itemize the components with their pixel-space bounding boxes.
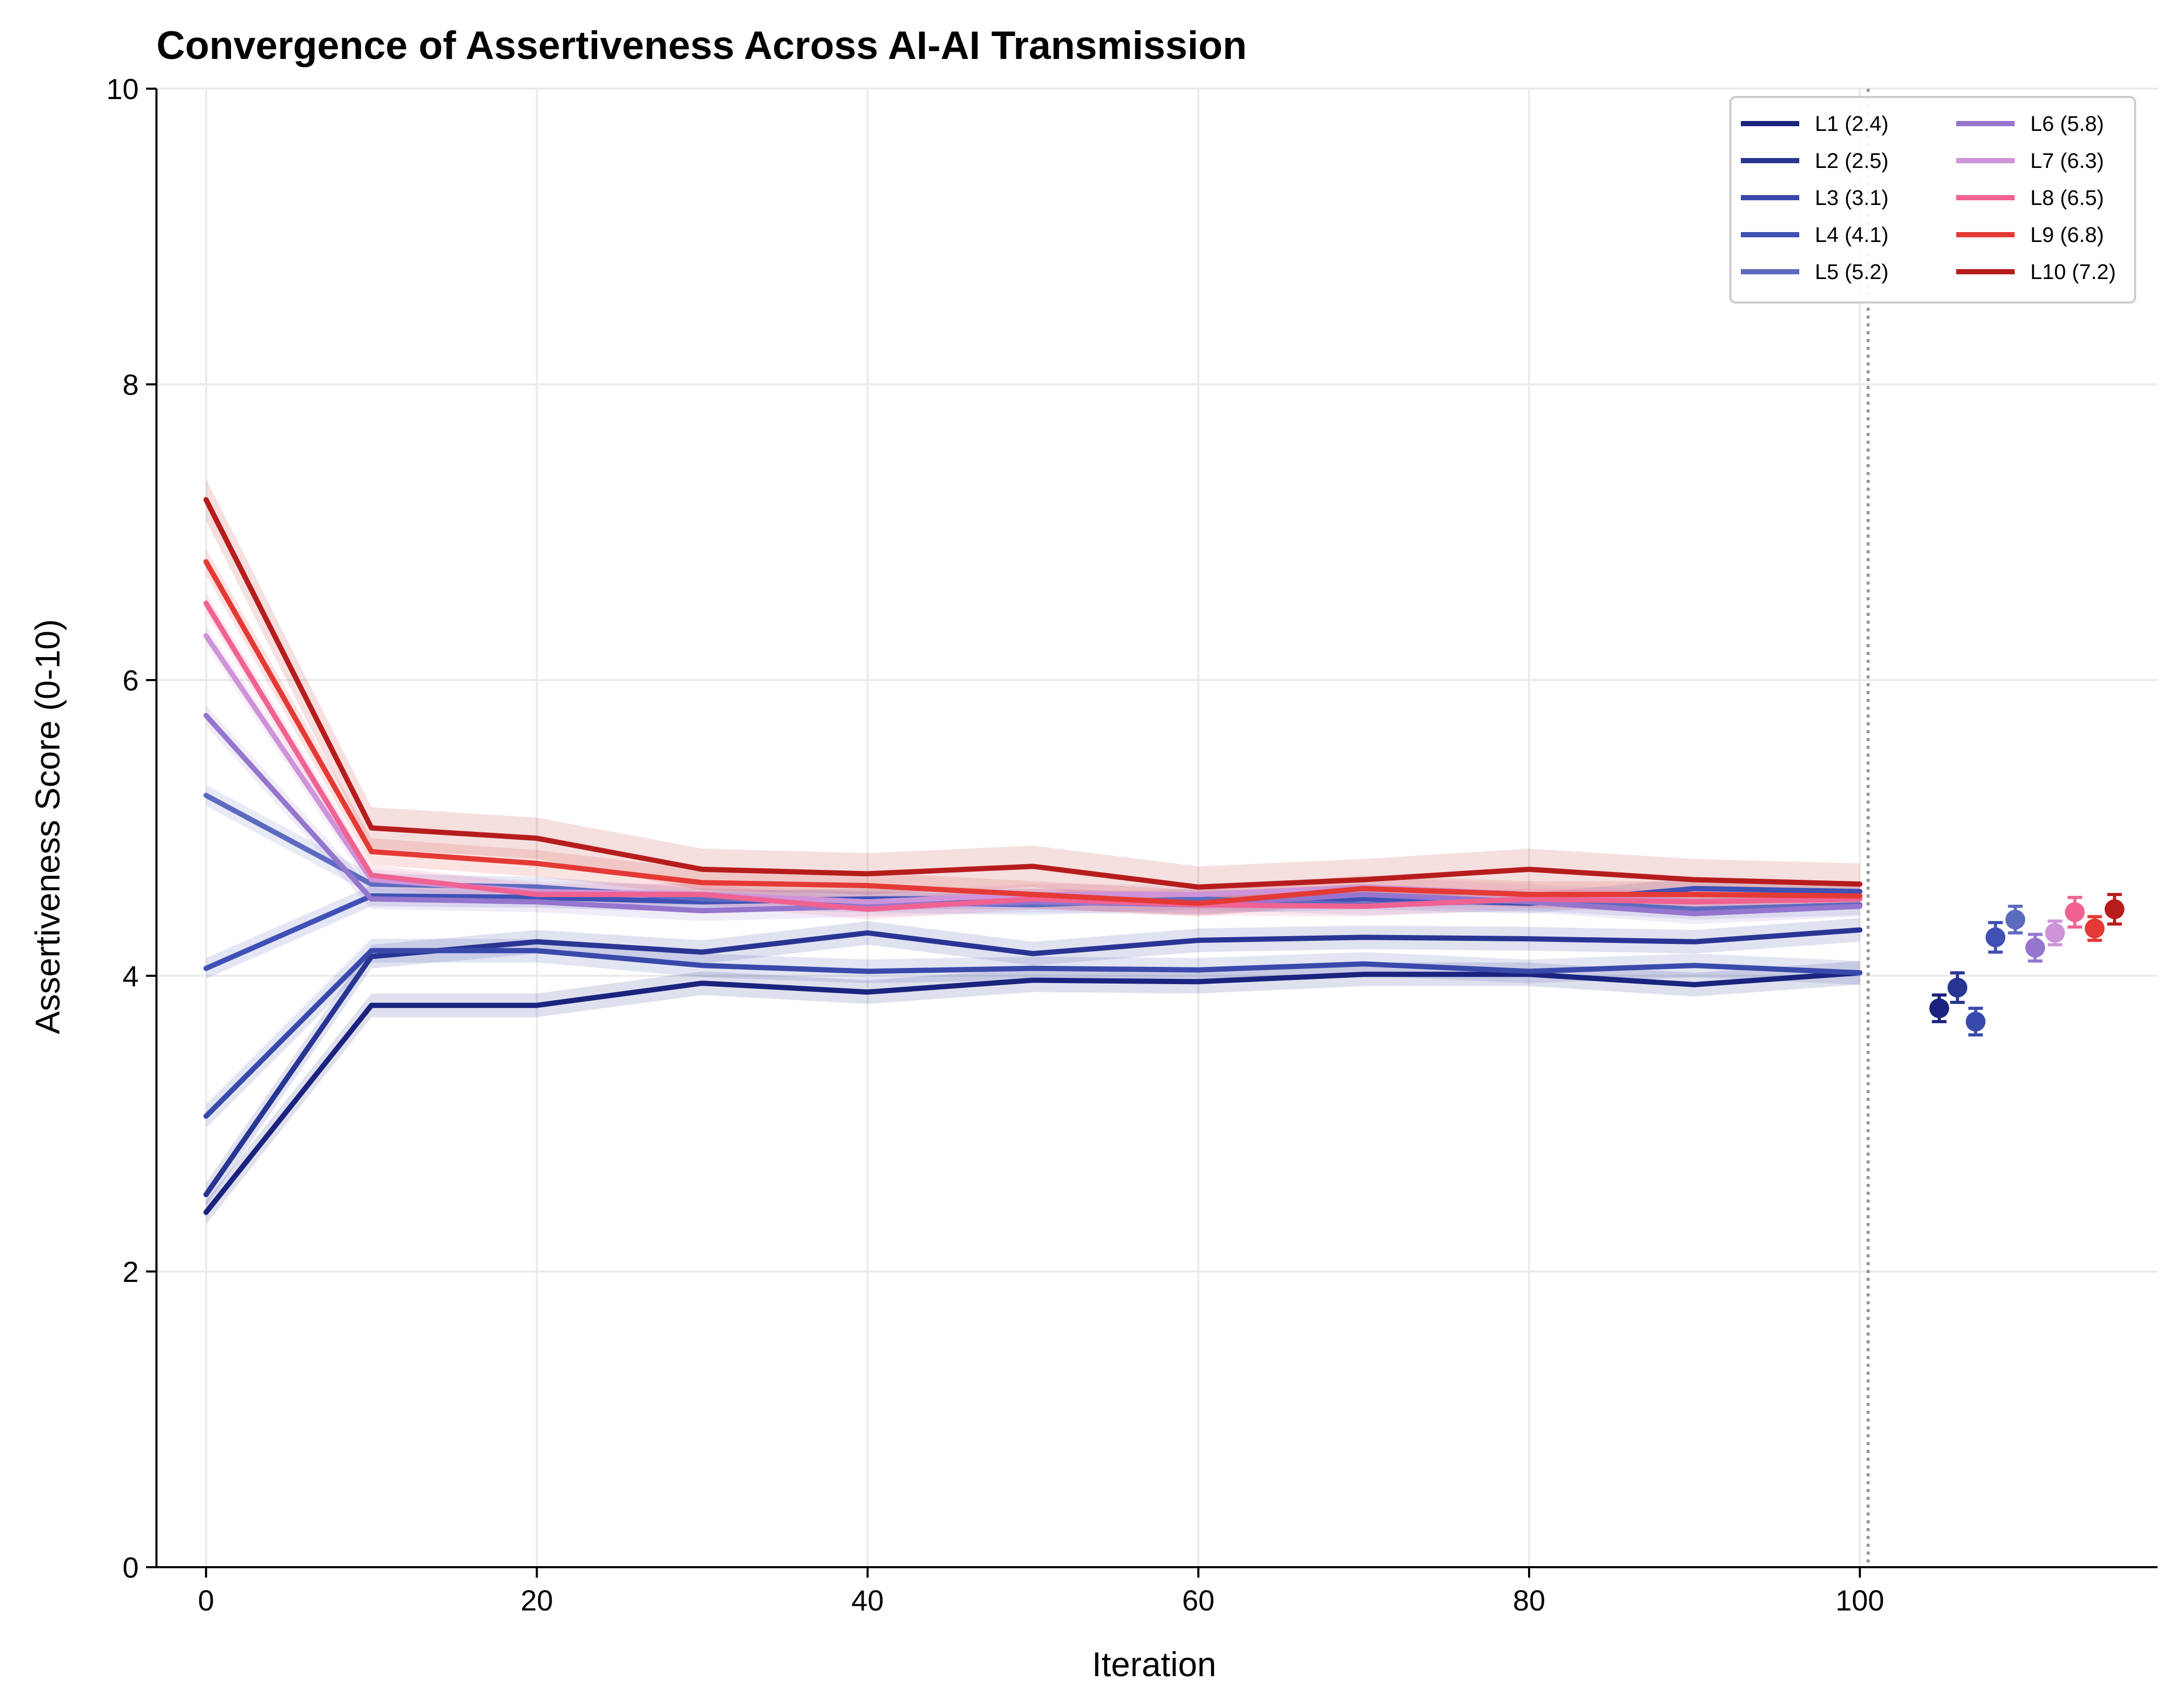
- legend-label: L6 (5.8): [2030, 112, 2104, 136]
- legend-label: L1 (2.4): [1815, 112, 1888, 136]
- endpoint-marker-1: [1929, 993, 1949, 1023]
- confidence-band-2: [206, 918, 1860, 1207]
- legend: L1 (2.4) L2 (2.5) L3 (3.1) L4 (4.1) L5 (5.2)…: [1729, 96, 2136, 304]
- legend-label: L10 (7.2): [2030, 260, 2116, 284]
- endpoint-marker-3: [1966, 1007, 1986, 1037]
- confidence-band-6: [206, 705, 1860, 924]
- axes: [155, 89, 2158, 1568]
- legend-label: L3 (3.1): [1815, 186, 1888, 210]
- y-axis-label: Assertiveness Score (0-10): [28, 619, 67, 1034]
- legend-item-10: L10 (7.2): [1956, 260, 2116, 284]
- endpoint-marker-8: [2065, 895, 2085, 929]
- legend-label: L9 (6.8): [2030, 223, 2104, 247]
- legend-item-7: L7 (6.3): [1956, 149, 2104, 173]
- endpoint-marker-6: [2025, 932, 2045, 963]
- legend-label: L5 (5.2): [1815, 260, 1888, 284]
- endpoint-marker-2: [1947, 971, 1968, 1004]
- x-axis-label: Iteration: [1092, 1645, 1216, 1683]
- x-tick-label: 40: [851, 1584, 883, 1617]
- y-tick-label: 4: [123, 960, 139, 992]
- endpoint-marker-7: [2045, 919, 2065, 947]
- y-tick-label: 8: [123, 368, 139, 401]
- legend-label: L7 (6.3): [2030, 149, 2104, 173]
- endpoint-markers: [1929, 893, 2125, 1037]
- endpoint-marker-4: [1985, 920, 2006, 954]
- x-tick-label: 100: [1835, 1584, 1884, 1617]
- legend-label: L8 (6.5): [2030, 186, 2104, 210]
- legend-item-8: L8 (6.5): [1956, 186, 2104, 210]
- series-line-1: [203, 970, 1863, 1215]
- endpoint-marker-10: [2104, 893, 2125, 926]
- legend-item-6: L6 (5.8): [1956, 112, 2104, 136]
- chart-title: Convergence of Assertiveness Across AI-A…: [156, 23, 1247, 68]
- series-line-2: [203, 927, 1863, 1197]
- x-tick-label: 20: [520, 1584, 553, 1617]
- legend-frame: [1729, 96, 2136, 304]
- legend-item-9: L9 (6.8): [1956, 223, 2104, 247]
- series-line-9: [203, 559, 1863, 906]
- y-tick-label: 2: [123, 1255, 139, 1288]
- legend-item-5: L5 (5.2): [1741, 260, 1888, 284]
- series-line-6: [203, 713, 1863, 916]
- confidence-bands: [206, 479, 1860, 1225]
- legend-item-2: L2 (2.5): [1741, 149, 1888, 173]
- series-line-8: [203, 600, 1863, 912]
- x-tick-label: 80: [1513, 1584, 1545, 1617]
- x-tick-label: 60: [1182, 1584, 1215, 1617]
- legend-label: L2 (2.5): [1815, 149, 1888, 173]
- legend-label: L4 (4.1): [1815, 223, 1888, 247]
- x-tick-label: 0: [198, 1584, 214, 1617]
- confidence-band-1: [206, 961, 1860, 1225]
- series-line-10: [203, 497, 1863, 890]
- y-tick-label: 10: [106, 72, 139, 105]
- legend-item-4: L4 (4.1): [1741, 223, 1888, 247]
- ticks: 0 20 40 60 80 100 0 2 4 6 8 10: [106, 72, 1884, 1617]
- legend-item-3: L3 (3.1): [1741, 186, 1888, 210]
- y-tick-label: 6: [123, 664, 139, 697]
- series-line-3: [203, 948, 1863, 1119]
- confidence-band-10: [206, 479, 1860, 908]
- endpoint-marker-5: [2005, 904, 2026, 935]
- series-lines: [203, 497, 1863, 1215]
- confidence-band-5: [206, 785, 1860, 920]
- legend-item-1: L1 (2.4): [1741, 112, 1888, 136]
- endpoint-marker-9: [2085, 915, 2105, 942]
- y-tick-label: 0: [123, 1551, 139, 1584]
